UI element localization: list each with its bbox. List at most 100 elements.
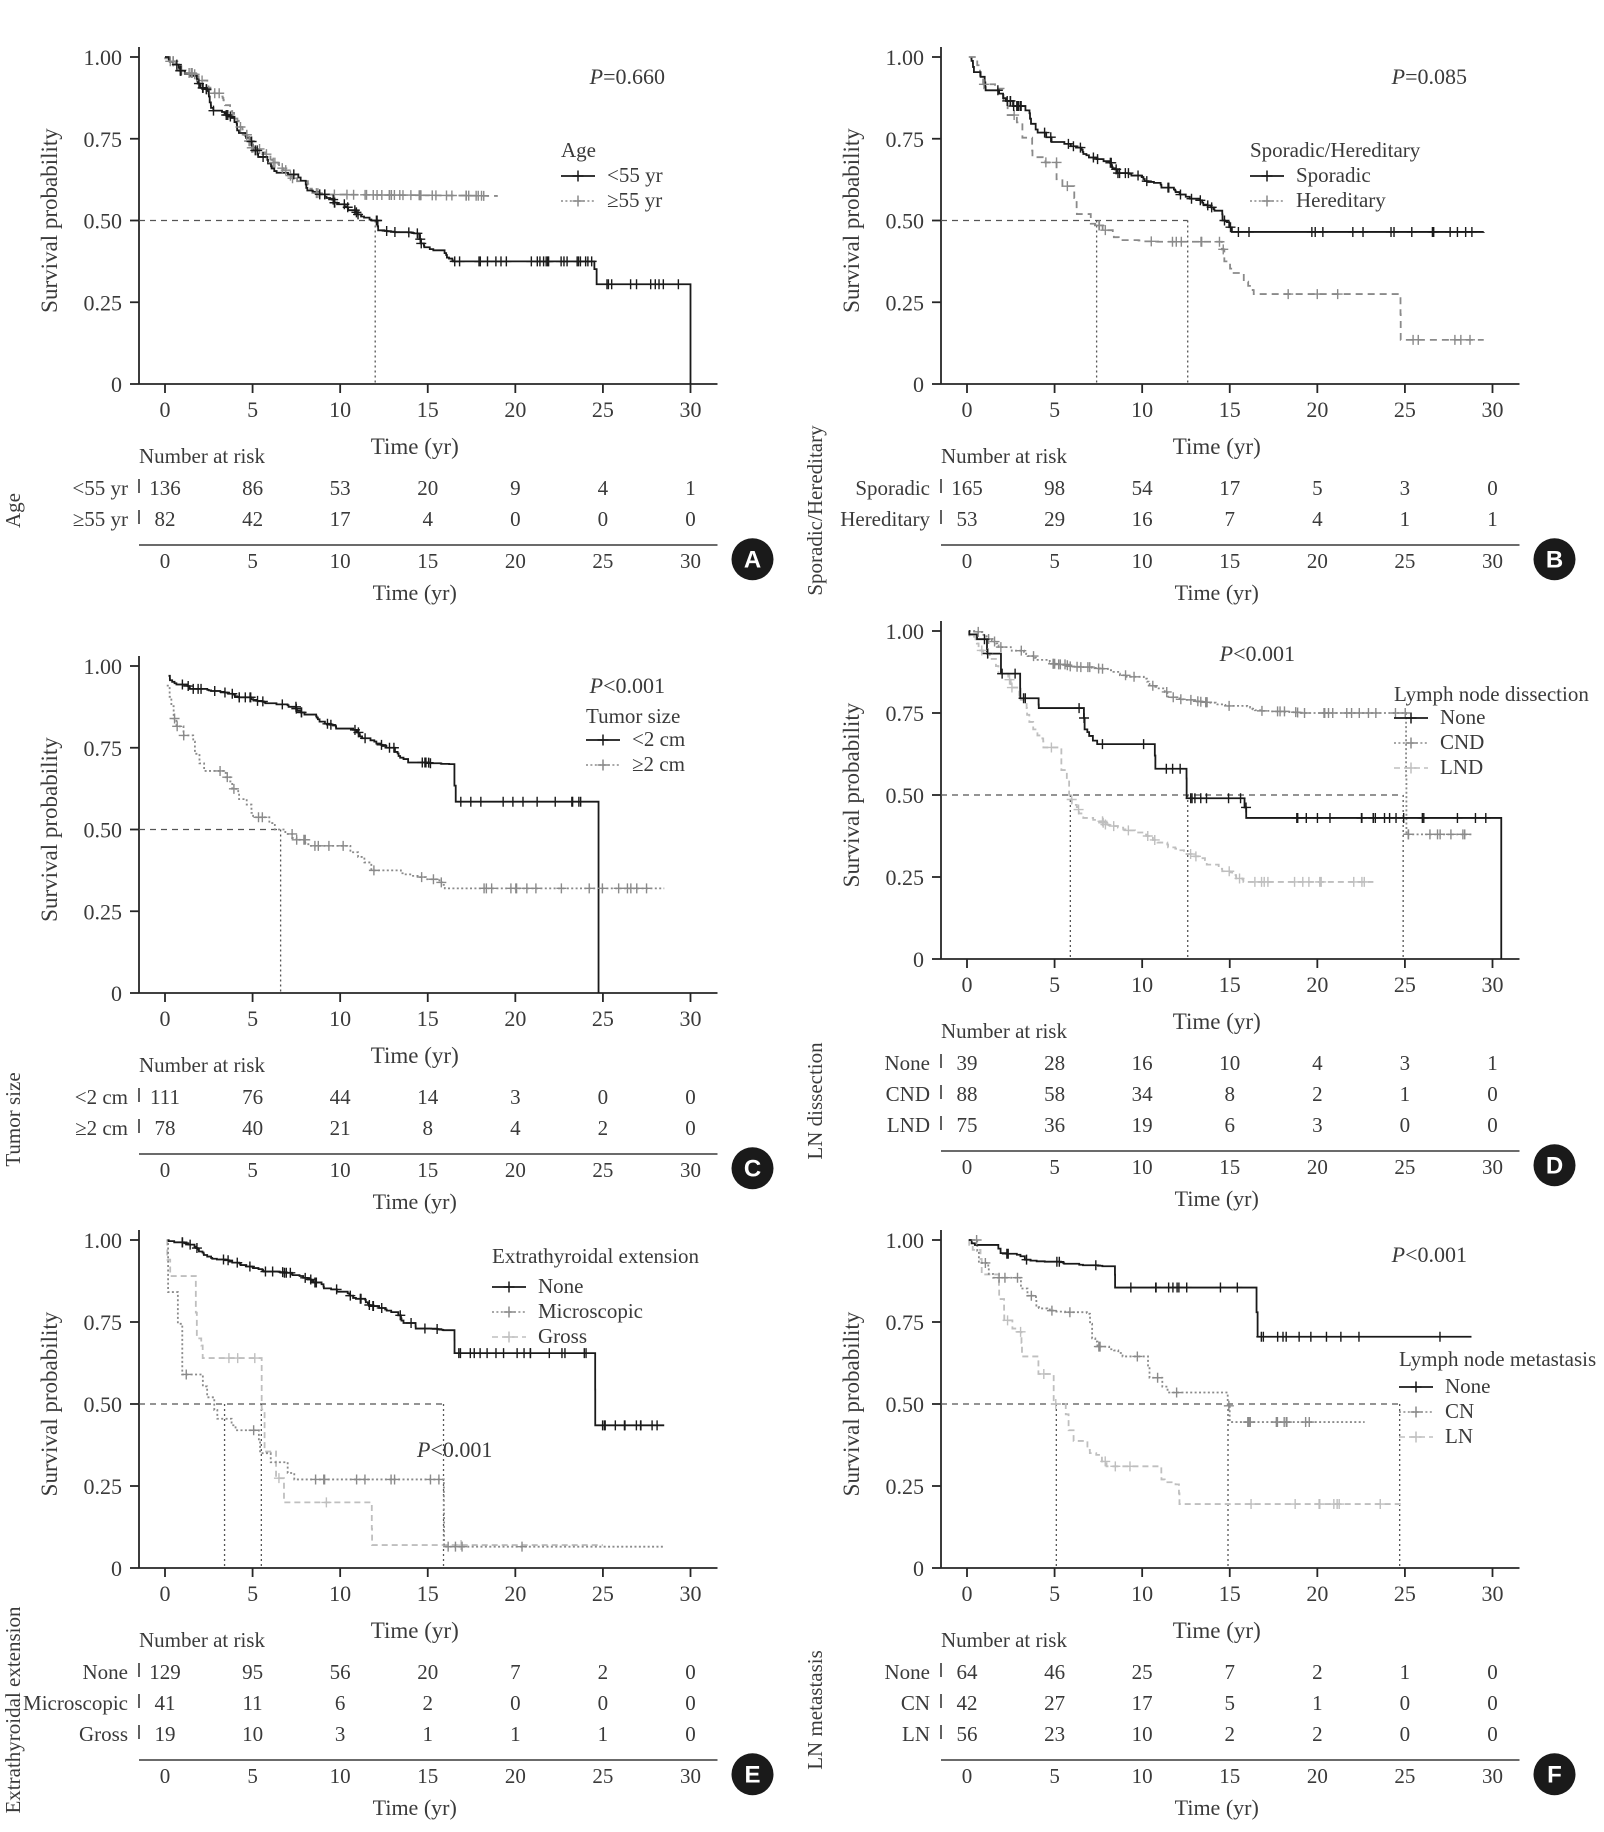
svg-text:20: 20	[417, 1660, 438, 1684]
svg-text:165: 165	[951, 476, 983, 500]
svg-text:64: 64	[957, 1660, 979, 1684]
svg-text:1: 1	[1487, 1051, 1498, 1075]
svg-text:78: 78	[155, 1116, 176, 1140]
svg-text:3: 3	[335, 1722, 346, 1746]
svg-text:3: 3	[1400, 476, 1411, 500]
svg-text:25: 25	[1394, 1155, 1415, 1179]
svg-text:98: 98	[1044, 476, 1065, 500]
svg-text:Time (yr): Time (yr)	[373, 1795, 457, 1820]
svg-text:0: 0	[510, 507, 521, 531]
svg-text:1: 1	[598, 1722, 609, 1746]
svg-text:0.25: 0.25	[886, 1474, 925, 1499]
svg-text:0.25: 0.25	[84, 290, 123, 315]
svg-text:LN: LN	[902, 1722, 930, 1746]
svg-text:B: B	[1546, 546, 1563, 573]
svg-text:88: 88	[957, 1082, 978, 1106]
svg-text:20: 20	[417, 476, 438, 500]
svg-text:36: 36	[1044, 1113, 1065, 1137]
svg-text:P<0.001: P<0.001	[589, 673, 665, 698]
svg-text:1: 1	[1487, 507, 1498, 531]
svg-text:21: 21	[330, 1116, 351, 1140]
svg-text:0: 0	[160, 397, 171, 422]
svg-text:0: 0	[160, 1158, 171, 1182]
svg-text:15: 15	[1219, 1581, 1241, 1606]
svg-text:10: 10	[1131, 972, 1153, 997]
svg-text:25: 25	[1394, 1581, 1416, 1606]
svg-text:Number at risk: Number at risk	[941, 1019, 1067, 1043]
svg-text:0: 0	[962, 549, 973, 573]
svg-text:23: 23	[1044, 1722, 1065, 1746]
svg-text:0.75: 0.75	[84, 1310, 123, 1335]
svg-text:16: 16	[1132, 507, 1153, 531]
svg-text:Survival probability: Survival probability	[37, 128, 62, 313]
svg-text:58: 58	[1044, 1082, 1065, 1106]
svg-text:75: 75	[957, 1113, 978, 1137]
svg-text:0: 0	[598, 1085, 609, 1109]
svg-text:0: 0	[160, 1581, 171, 1606]
svg-text:0: 0	[962, 1155, 973, 1179]
svg-text:54: 54	[1132, 476, 1154, 500]
svg-text:1.00: 1.00	[886, 45, 925, 70]
svg-text:4: 4	[1312, 1051, 1323, 1075]
svg-text:25: 25	[592, 1158, 613, 1182]
svg-text:Time (yr): Time (yr)	[371, 1618, 459, 1643]
svg-text:0: 0	[1487, 476, 1498, 500]
svg-text:D: D	[1546, 1152, 1563, 1179]
svg-text:Sporadic/Hereditary: Sporadic/Hereditary	[803, 425, 827, 596]
svg-text:5: 5	[247, 549, 258, 573]
svg-text:Microscopic: Microscopic	[23, 1691, 128, 1715]
svg-text:0.25: 0.25	[84, 1474, 123, 1499]
svg-text:Number at risk: Number at risk	[941, 1628, 1067, 1652]
svg-text:2: 2	[1312, 1722, 1323, 1746]
svg-text:≥55 yr: ≥55 yr	[607, 188, 662, 212]
svg-text:136: 136	[149, 476, 181, 500]
svg-text:10: 10	[1132, 1764, 1153, 1788]
svg-text:19: 19	[1132, 1113, 1153, 1137]
svg-text:3: 3	[1312, 1113, 1323, 1137]
svg-text:Time (yr): Time (yr)	[371, 434, 459, 459]
svg-text:0: 0	[962, 1764, 973, 1788]
svg-text:19: 19	[155, 1722, 176, 1746]
svg-text:Time (yr): Time (yr)	[1175, 580, 1259, 605]
svg-text:0: 0	[1487, 1691, 1498, 1715]
svg-text:30: 30	[1482, 549, 1503, 573]
svg-text:5: 5	[1049, 549, 1060, 573]
svg-text:0: 0	[160, 549, 171, 573]
svg-text:15: 15	[417, 549, 438, 573]
svg-text:1.00: 1.00	[886, 1228, 925, 1253]
svg-text:30: 30	[1482, 1581, 1504, 1606]
svg-text:5: 5	[1225, 1691, 1236, 1715]
svg-text:53: 53	[330, 476, 351, 500]
svg-text:56: 56	[330, 1660, 351, 1684]
svg-text:1.00: 1.00	[84, 45, 123, 70]
svg-text:≥2 cm: ≥2 cm	[632, 752, 685, 776]
svg-text:129: 129	[149, 1660, 181, 1684]
svg-text:6: 6	[335, 1691, 346, 1715]
svg-text:5: 5	[1312, 476, 1323, 500]
svg-text:CN: CN	[901, 1691, 930, 1715]
svg-text:0: 0	[160, 1006, 171, 1031]
svg-text:46: 46	[1044, 1660, 1065, 1684]
svg-text:CND: CND	[1440, 730, 1484, 754]
svg-text:7: 7	[1225, 507, 1236, 531]
svg-text:10: 10	[242, 1722, 263, 1746]
svg-text:P<0.001: P<0.001	[416, 1437, 492, 1462]
svg-text:1.00: 1.00	[84, 654, 123, 679]
svg-text:None: None	[885, 1660, 931, 1684]
svg-text:10: 10	[329, 397, 351, 422]
svg-text:3: 3	[510, 1085, 521, 1109]
svg-text:0: 0	[1400, 1722, 1411, 1746]
svg-text:20: 20	[1307, 1155, 1328, 1179]
svg-text:0: 0	[598, 1691, 609, 1715]
svg-text:10: 10	[1132, 549, 1153, 573]
svg-text:1: 1	[1400, 1082, 1411, 1106]
svg-text:17: 17	[1219, 476, 1240, 500]
svg-text:25: 25	[1394, 972, 1416, 997]
svg-text:30: 30	[680, 1764, 701, 1788]
svg-text:0.50: 0.50	[886, 209, 925, 234]
svg-text:0.75: 0.75	[84, 736, 123, 761]
svg-text:34: 34	[1132, 1082, 1154, 1106]
svg-text:P=0.660: P=0.660	[589, 64, 665, 89]
svg-text:4: 4	[598, 476, 609, 500]
svg-text:LND: LND	[887, 1113, 930, 1137]
